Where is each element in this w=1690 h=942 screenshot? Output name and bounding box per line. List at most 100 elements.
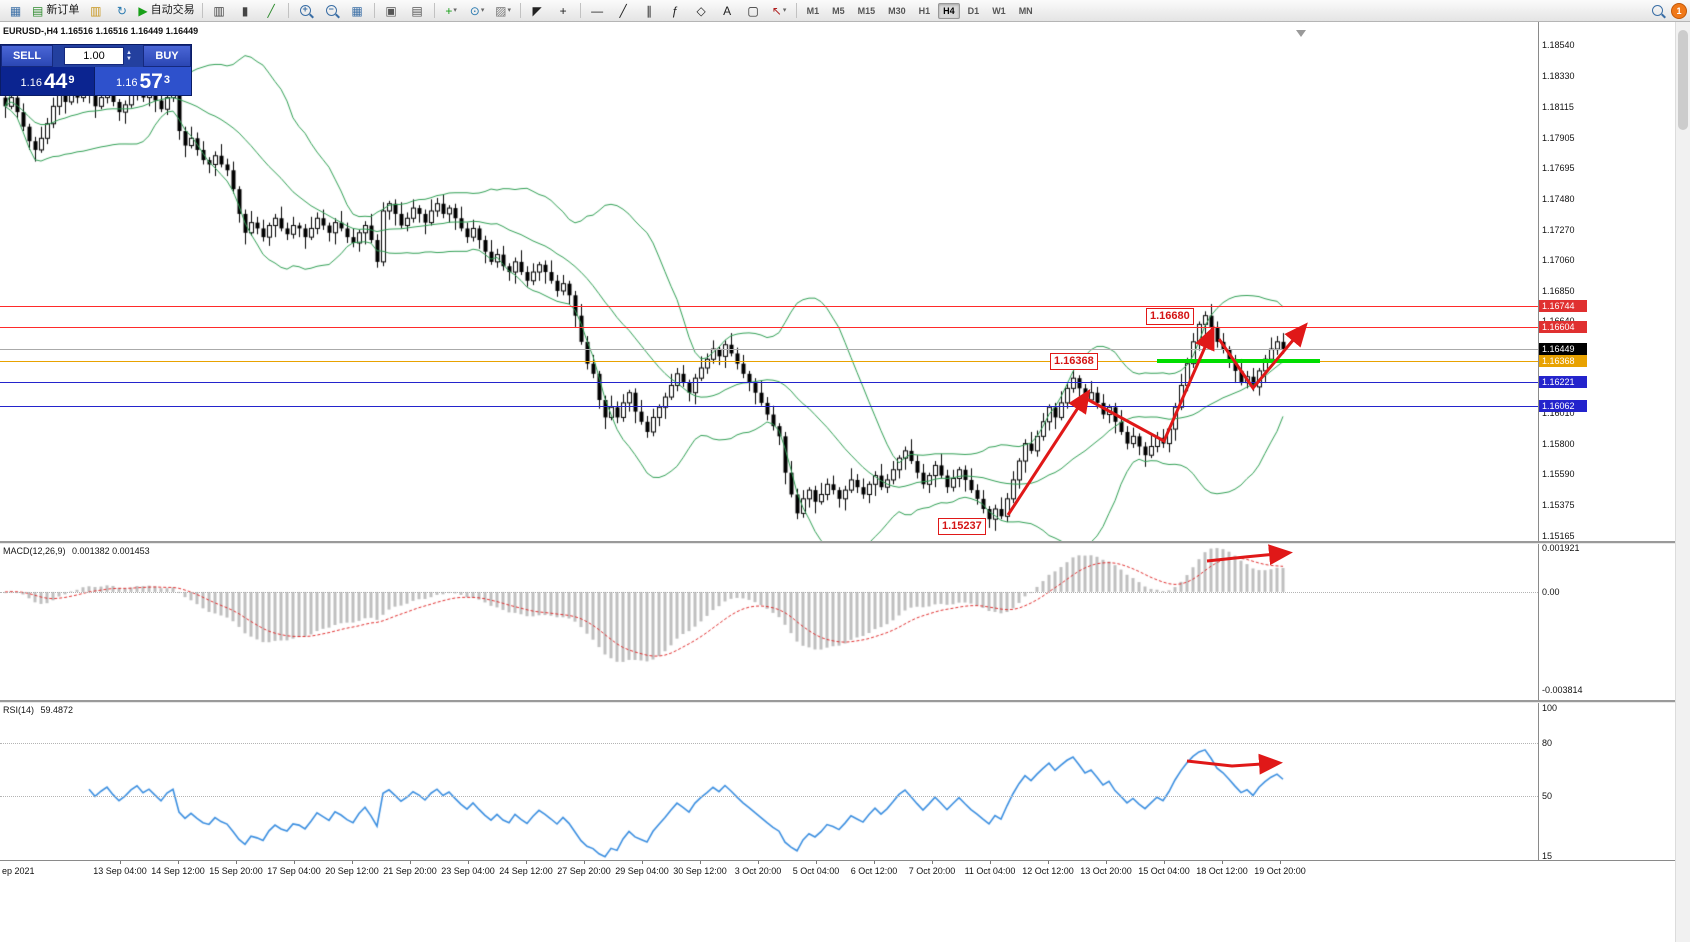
price-callout-low[interactable]: 1.15237: [938, 518, 986, 535]
timeframe-m30-button[interactable]: M30: [888, 5, 906, 16]
periods-button[interactable]: ⊙ ▾: [465, 1, 490, 21]
toolbar-separator: [287, 3, 289, 18]
time-axis-label: 13 Oct 20:00: [1080, 866, 1132, 876]
green-zone-segment[interactable]: [1157, 359, 1320, 364]
buy-price-display[interactable]: 1.16 57 3: [95, 67, 191, 95]
zoom-in-button[interactable]: +: [293, 1, 318, 21]
fibonacci-icon: ƒ: [671, 3, 679, 18]
volume-input[interactable]: [64, 47, 125, 65]
rsi-panel-canvas[interactable]: [0, 702, 1538, 860]
indicators-button[interactable]: + ▾: [439, 1, 464, 21]
time-axis-label: 13 Sep 04:00: [93, 866, 147, 876]
resistance-line-2[interactable]: [0, 326, 1538, 328]
volume-spinner[interactable]: ▲ ▼: [126, 50, 132, 62]
timeframe-h4-button[interactable]: H4: [938, 2, 960, 19]
templates-button[interactable]: ▨ ▾: [491, 1, 516, 21]
fibonacci-button[interactable]: ƒ: [663, 1, 688, 21]
crosshair-button[interactable]: +: [551, 1, 576, 21]
bar-chart-icon: ▥: [213, 3, 225, 18]
price-axis-label: 1.15375: [1542, 500, 1575, 511]
bar-chart-button[interactable]: ▥: [207, 1, 232, 21]
timeframe-h1-button[interactable]: H1: [918, 5, 931, 16]
market-watch-button[interactable]: ▥: [83, 1, 108, 21]
price-callout-mid[interactable]: 1.16368: [1050, 353, 1098, 370]
tile-windows-icon: ▦: [351, 3, 363, 18]
sell-price-display[interactable]: 1.16 44 9: [1, 67, 95, 95]
chevron-down-icon: ▾: [453, 7, 457, 14]
price-axis-label: 1.18540: [1542, 40, 1575, 51]
panel-separator[interactable]: [0, 541, 1690, 544]
search-icon: [1652, 5, 1663, 16]
notification-badge[interactable]: 1: [1671, 2, 1687, 19]
support-line-2[interactable]: [0, 405, 1538, 407]
cascade-windows-button[interactable]: ▣: [379, 1, 404, 21]
vertical-scrollbar[interactable]: [1675, 22, 1690, 942]
trendline-button[interactable]: ╱: [611, 1, 636, 21]
data-refresh-icon: ↻: [116, 3, 127, 18]
toolbar-separator: [433, 3, 435, 18]
toolbar: ▦ ▤ 新订单 ▥ ↻ ▶ 自动交易 ▥ ▮ ╱ + − ▦ ▣ ▤ + ▾ ⊙ ▾ ▨ ▾ ◤ + — ╱ ∥ ƒ ◇ A ▢ ↖ ▾ M1 M…: [0, 0, 1690, 22]
macd-panel-canvas[interactable]: [0, 543, 1538, 700]
pivot-line[interactable]: [0, 361, 1538, 363]
symbol-ohlc-header: EURUSD-,H4 1.16516 1.16516 1.16449 1.164…: [3, 26, 199, 36]
new-chart-button[interactable]: ▦: [3, 1, 28, 21]
time-axis-label: 12 Oct 12:00: [1022, 866, 1074, 876]
arrange-windows-button[interactable]: ▤: [405, 1, 430, 21]
buy-button[interactable]: BUY: [143, 45, 191, 67]
toolbar-separator: [795, 3, 797, 18]
pivot-line-tag: 1.16368: [1539, 355, 1587, 368]
price-axis-label: 1.17270: [1542, 224, 1575, 235]
trendline-icon: ╱: [619, 3, 627, 18]
timeframe-m15-button[interactable]: M15: [857, 5, 876, 16]
search-button[interactable]: [1645, 1, 1670, 21]
time-tick: [178, 861, 179, 864]
sell-button[interactable]: SELL: [1, 45, 53, 67]
time-tick: [990, 861, 991, 864]
main-chart-canvas[interactable]: [0, 22, 1538, 541]
horizontal-line-button[interactable]: —: [585, 1, 610, 21]
time-tick: [352, 861, 353, 864]
one-click-trade-panel: SELL ▲▼ BUY 1.16 44 9 1.16 57 3: [0, 44, 192, 96]
current-price-line-tag: 1.16449: [1539, 343, 1587, 356]
label-button[interactable]: ▢: [741, 1, 766, 21]
scrollbar-thumb[interactable]: [1678, 30, 1688, 130]
price-axis-label: 1.17905: [1542, 132, 1575, 143]
arrows-tool-button[interactable]: ↖ ▾: [767, 1, 792, 21]
channel-button[interactable]: ∥: [637, 1, 662, 21]
toolbar-separator: [579, 3, 581, 18]
rsi-level-line: [0, 742, 1538, 744]
text-button[interactable]: A: [715, 1, 740, 21]
price-callout-high[interactable]: 1.16680: [1146, 308, 1194, 325]
timeframe-m5-button[interactable]: M5: [832, 5, 845, 16]
rsi-axis-label: 15: [1542, 851, 1553, 861]
resistance-line-1[interactable]: [0, 306, 1538, 308]
data-refresh-button[interactable]: ↻: [109, 1, 134, 21]
time-axis-label: 7 Oct 20:00: [908, 866, 956, 876]
zoom-out-button[interactable]: −: [319, 1, 344, 21]
time-axis-label: 11 Oct 04:00: [964, 866, 1016, 876]
line-chart-button[interactable]: ╱: [259, 1, 284, 21]
timeframe-m1-button[interactable]: M1: [806, 5, 820, 16]
time-tick: [410, 861, 411, 864]
chevron-down-icon: ▾: [782, 7, 787, 14]
new-order-button[interactable]: ▤ 新订单: [29, 1, 82, 21]
tile-windows-button[interactable]: ▦: [345, 1, 370, 21]
time-tick: [758, 861, 759, 864]
volume-control: ▲▼: [53, 45, 143, 67]
current-price-line[interactable]: [0, 349, 1538, 351]
autotrade-button[interactable]: ▶ 自动交易: [135, 1, 197, 21]
chart-shift-marker[interactable]: [1296, 30, 1306, 37]
shapes-button[interactable]: ◇: [689, 1, 714, 21]
timeframe-w1-button[interactable]: W1: [992, 5, 1006, 16]
macd-axis-label: -0.003814: [1542, 685, 1583, 695]
timeframe-mn-button[interactable]: MN: [1018, 5, 1033, 16]
timeframe-d1-button[interactable]: D1: [967, 5, 980, 16]
panel-separator[interactable]: [0, 700, 1690, 703]
support-line-1[interactable]: [0, 382, 1538, 384]
cursor-button[interactable]: ◤: [525, 1, 550, 21]
time-axis-label: 24 Sep 12:00: [499, 866, 553, 876]
candlestick-chart-button[interactable]: ▮: [233, 1, 258, 21]
time-tick: [584, 861, 585, 864]
time-axis-label: 6 Oct 12:00: [850, 866, 898, 876]
